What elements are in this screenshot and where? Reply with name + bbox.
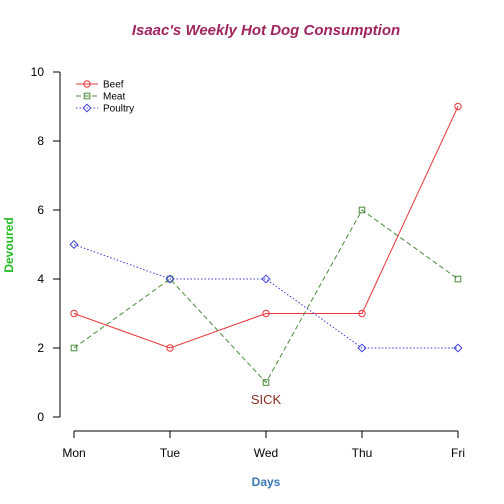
beef-point xyxy=(70,309,78,318)
beef-point xyxy=(262,309,270,318)
legend-label-meat: Meat xyxy=(103,92,125,103)
series-poultry xyxy=(69,239,463,353)
y-tick-label: 10 xyxy=(31,65,45,79)
poultry-point xyxy=(165,274,175,284)
y-tick-label: 4 xyxy=(37,272,44,286)
legend-item-beef: Beef xyxy=(76,80,124,91)
series-beef xyxy=(70,102,462,352)
y-axis-label: Devoured xyxy=(2,217,16,272)
series-meat xyxy=(70,206,462,386)
poultry-point xyxy=(69,239,79,250)
beef-point xyxy=(166,344,174,352)
meat-point xyxy=(358,206,366,214)
legend-item-meat: Meat xyxy=(76,92,125,103)
axes: Mon Tue Wed Thu Fri 0 2 4 6 8 10 xyxy=(31,65,465,460)
beef-point xyxy=(454,102,462,111)
y-tick-label: 2 xyxy=(37,341,44,355)
meat-point xyxy=(262,379,270,386)
annotation-label: SICK xyxy=(251,392,282,407)
poultry-line xyxy=(73,244,458,349)
y-tick-label: 8 xyxy=(37,134,44,148)
x-tick-label: Mon xyxy=(62,446,85,460)
legend-label-beef: Beef xyxy=(103,80,124,91)
chart-title: Isaac's Weekly Hot Dog Consumption xyxy=(132,22,400,39)
x-tick-label: Wed xyxy=(254,446,278,460)
x-tick-label: Thu xyxy=(352,446,373,460)
meat-point xyxy=(166,275,174,283)
meat-point xyxy=(70,344,78,352)
legend-marker-beef xyxy=(83,80,91,88)
x-tick-label: Fri xyxy=(451,446,465,460)
y-tick-label: 0 xyxy=(37,410,44,424)
poultry-point xyxy=(357,343,367,353)
legend-label-poultry: Poultry xyxy=(103,104,134,115)
legend-marker-meat xyxy=(83,92,91,100)
series-layer xyxy=(69,102,463,386)
beef-line xyxy=(73,106,459,349)
legend-item-poultry: Poultry xyxy=(76,103,134,115)
meat-line xyxy=(73,209,459,384)
annotation-layer: SICK xyxy=(251,392,282,407)
beef-point xyxy=(358,309,366,318)
x-axis-label: Days xyxy=(252,475,281,489)
poultry-point xyxy=(453,343,463,353)
legend-marker-poultry xyxy=(82,103,92,113)
x-tick-label: Tue xyxy=(160,446,181,460)
meat-point xyxy=(454,275,462,283)
y-tick-label: 6 xyxy=(37,203,44,217)
poultry-point xyxy=(261,274,271,284)
